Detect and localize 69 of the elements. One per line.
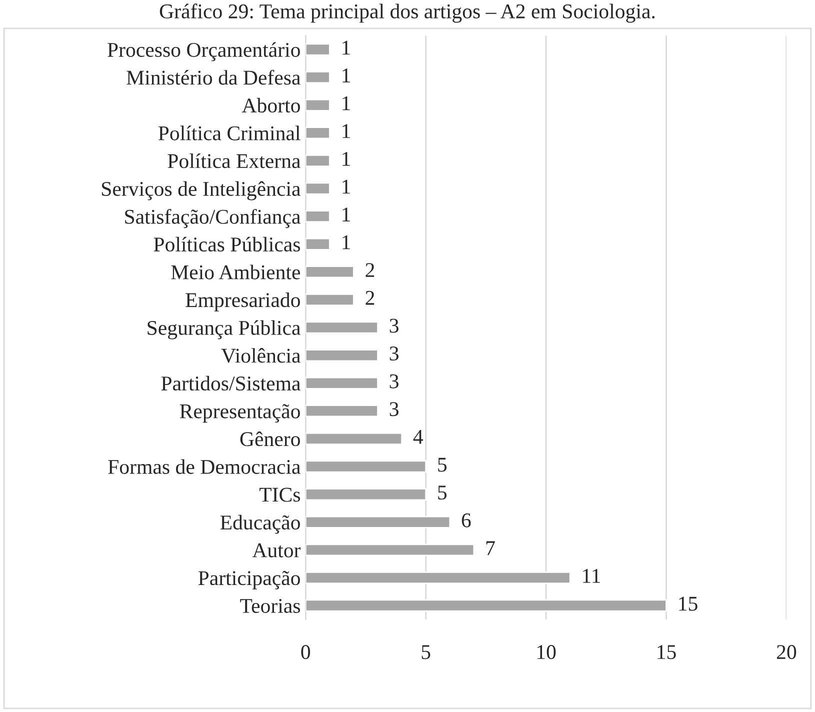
data-label: 15 [679,596,698,611]
bar [306,154,330,167]
bar [306,544,475,556]
data-label: 1 [342,208,350,222]
bar [306,404,378,418]
data-label: 6 [462,513,471,528]
y-tick-label: Satisfação/Confiança [125,208,300,228]
y-tick-label: Gênero [240,431,300,446]
x-tick-label: 0 [301,645,310,660]
data-label: 11 [583,568,600,583]
x-tick-label: 10 [537,645,556,660]
bar [306,71,330,84]
x-tick-label: 15 [658,645,676,660]
bar [306,210,330,223]
bar [306,182,330,195]
y-tick-label: Política Externa [168,153,300,168]
bar [306,293,354,306]
y-tick-label: Formas de Democracia [108,459,300,474]
y-tick-label: Política Criminal [158,126,300,140]
y-tick-label: Políticas Públicas [154,236,300,252]
data-label: 4 [413,430,423,444]
data-label: 1 [342,124,350,138]
data-label: 5 [438,486,447,500]
y-tick-label: Participação [198,570,300,590]
bar [306,376,378,390]
y-tick-label: Autor [252,543,301,558]
y-tick-label: Ministério da Defesa [126,70,300,85]
bar [306,238,330,250]
y-tick-label: Teorias [240,598,300,613]
data-label: 1 [342,180,350,194]
data-label: 3 [390,318,398,333]
bar [306,43,330,56]
y-tick-label: Meio Ambiente [171,264,300,280]
y-tick-label: TICs [259,488,300,502]
y-tick-label: Processo Orçamentário [108,42,300,62]
bar [306,488,427,501]
bar [306,321,378,334]
bar [306,599,667,612]
data-label: 1 [342,235,350,250]
data-label: 1 [342,40,350,55]
bar [306,349,378,362]
data-label: 7 [486,541,495,555]
x-tick-label: 20 [776,645,796,660]
y-tick-label: Violência [221,348,300,363]
data-label: 2 [366,263,374,277]
y-tick-label: Empresariado [186,292,300,312]
data-label: 3 [390,402,398,416]
data-label: 3 [390,374,398,388]
data-label: 1 [342,96,350,110]
bar [306,98,330,112]
bar [306,516,451,528]
y-tick-label: Partidos/Sistema [161,376,300,391]
bar [306,432,402,445]
bar [306,126,330,140]
data-label: 5 [438,458,447,472]
data-label: 1 [342,152,350,166]
y-tick-label: Serviços de Inteligência [102,181,300,200]
y-tick-label: Segurança Pública [148,320,300,340]
y-tick-label: Representação [180,404,300,423]
y-tick-label: Aborto [242,98,300,113]
bar [306,266,354,278]
data-label: 3 [390,346,398,361]
x-tick-label: 5 [422,645,430,660]
data-label: 1 [342,68,350,82]
chart-title: Gráfico 29: Tema principal dos artigos – A2 em Sociologia. [160,4,655,23]
data-label: 2 [366,290,374,305]
y-tick-label: Educação [220,514,300,534]
bar [306,571,571,584]
bar [306,460,427,473]
